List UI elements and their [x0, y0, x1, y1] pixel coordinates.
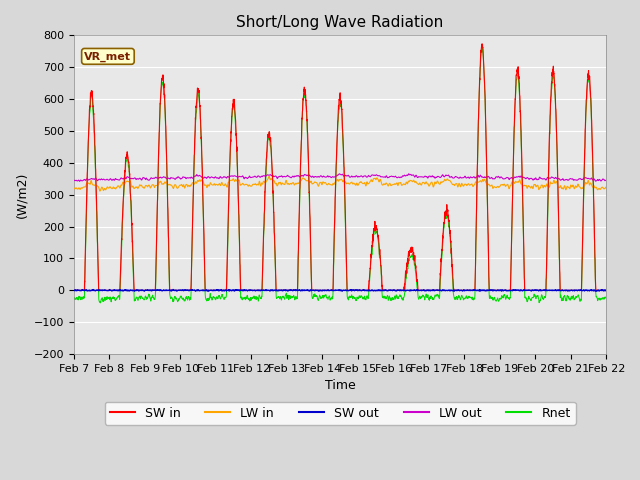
- Text: VR_met: VR_met: [84, 51, 131, 61]
- Legend: SW in, LW in, SW out, LW out, Rnet: SW in, LW in, SW out, LW out, Rnet: [104, 402, 575, 425]
- Y-axis label: (W/m2): (W/m2): [15, 171, 28, 218]
- Title: Short/Long Wave Radiation: Short/Long Wave Radiation: [236, 15, 444, 30]
- X-axis label: Time: Time: [324, 379, 355, 392]
